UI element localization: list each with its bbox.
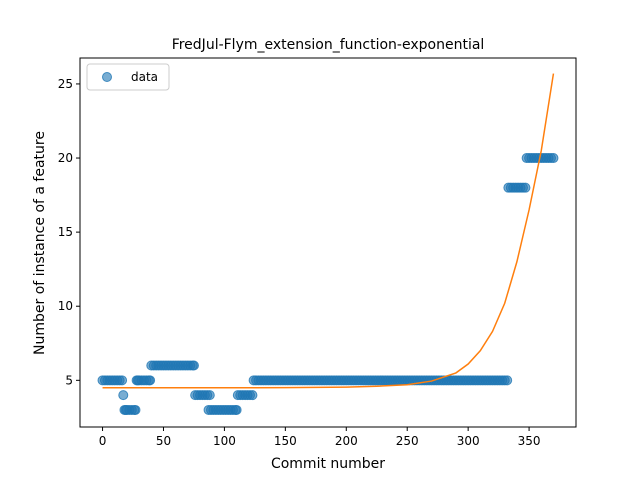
y-tick-label: 20 <box>58 151 73 165</box>
data-point <box>204 390 215 401</box>
x-tick-label: 300 <box>457 434 480 448</box>
data-point <box>145 375 156 386</box>
data-point <box>117 375 128 386</box>
data-point <box>247 390 258 401</box>
plot-frame <box>79 57 577 428</box>
x-tick-label: 250 <box>396 434 419 448</box>
data-point <box>118 390 129 401</box>
fit-line <box>102 73 555 389</box>
legend-frame <box>86 63 170 91</box>
legend-marker-data <box>102 72 112 82</box>
data-point <box>130 404 141 415</box>
data-point <box>231 404 242 415</box>
chart-title: FredJul-Flym_extension_function-exponent… <box>172 37 485 53</box>
data-point <box>502 375 513 386</box>
x-tick-label: 150 <box>274 434 297 448</box>
data-point <box>188 360 199 371</box>
x-tick-label: 200 <box>335 434 358 448</box>
x-tick-label: 0 <box>99 434 107 448</box>
y-axis-ticks: 5 10 15 20 25 <box>58 77 80 387</box>
y-tick-label: 5 <box>65 373 73 387</box>
x-tick-label: 50 <box>156 434 171 448</box>
y-axis-label: Number of instance of a feature <box>32 131 48 355</box>
x-axis-label: Commit number <box>271 456 385 472</box>
x-tick-label: 350 <box>518 434 541 448</box>
legend: data <box>86 63 170 91</box>
x-tick-label: 100 <box>213 434 236 448</box>
data-point <box>548 153 559 164</box>
y-tick-label: 25 <box>58 77 73 91</box>
x-axis-ticks: 0 50 100 150 200 250 300 350 <box>99 427 541 448</box>
y-tick-label: 10 <box>58 299 73 313</box>
plot-area <box>97 73 559 415</box>
y-tick-label: 15 <box>58 225 73 239</box>
legend-label-data: data <box>131 70 158 84</box>
data-point <box>520 182 531 193</box>
